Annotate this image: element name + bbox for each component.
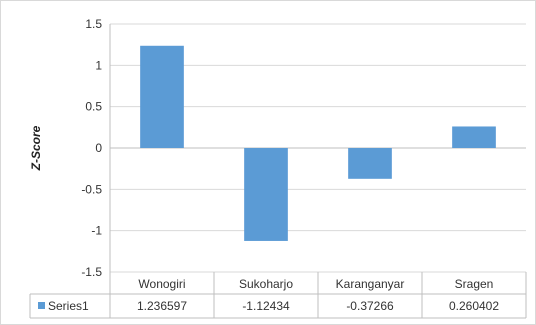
bar-sragen — [452, 126, 496, 148]
data-table-value: -1.12434 — [242, 299, 290, 313]
x-category-label: Karanganyar — [336, 277, 405, 291]
y-axis-label: Z-Score — [29, 125, 43, 171]
y-tick-label: -1.5 — [81, 265, 102, 279]
legend-key — [38, 302, 45, 309]
data-table-value: 1.236597 — [137, 299, 187, 313]
bar-karanganyar — [348, 148, 392, 179]
legend-series-name: Series1 — [48, 299, 89, 313]
data-table-value: 0.260402 — [449, 299, 499, 313]
bar-wonogiri — [140, 45, 184, 149]
x-category-label: Sukoharjo — [239, 277, 293, 291]
x-category-label: Wonogiri — [138, 277, 185, 291]
y-tick-label: 1.5 — [85, 17, 102, 31]
bar-sukoharjo — [244, 148, 288, 241]
y-tick-label: -0.5 — [81, 182, 102, 196]
x-category-label: Sragen — [455, 277, 494, 291]
y-tick-label: -1 — [91, 224, 102, 238]
y-tick-label: 0.5 — [85, 100, 102, 114]
data-table-value: -0.37266 — [346, 299, 394, 313]
y-tick-label: 1 — [95, 58, 102, 72]
y-tick-label: 0 — [95, 141, 102, 155]
